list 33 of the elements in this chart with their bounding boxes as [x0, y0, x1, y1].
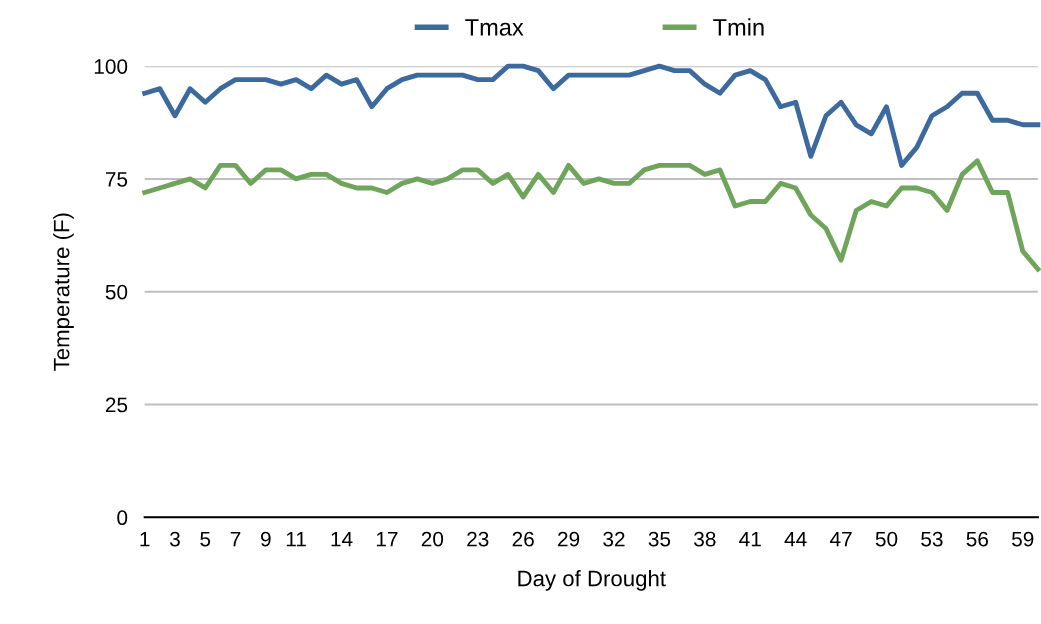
- x-tick-label: 35: [648, 531, 671, 547]
- x-tick-label: 38: [694, 531, 716, 547]
- line-series: [142, 63, 1041, 168]
- x-axis-title: Day of Drought: [518, 570, 666, 591]
- x-tick-label: 50: [875, 531, 898, 547]
- x-tick-label: 47: [829, 531, 852, 547]
- x-tick-label: 26: [512, 531, 534, 547]
- y-tick-label: 0: [117, 510, 128, 526]
- x-tick-label: 59: [1011, 531, 1034, 547]
- x-tick-label: 1: [140, 531, 150, 547]
- x-tick-label: 41: [739, 531, 761, 547]
- y-axis-title: Temperature (F): [53, 213, 74, 371]
- x-tick-label: 17: [376, 531, 398, 547]
- line-series: [142, 158, 1041, 272]
- x-tick-label: 3: [169, 531, 180, 547]
- y-tick-label: 25: [105, 397, 128, 413]
- y-tick-label: 100: [94, 59, 128, 74]
- x-tick-label: 9: [260, 531, 271, 547]
- x-tick-label: 53: [921, 531, 943, 547]
- x-tick-label: 23: [467, 531, 489, 547]
- x-tick-label: 29: [558, 531, 580, 547]
- y-tick-label: 50: [105, 284, 128, 300]
- x-tick-label: 5: [200, 531, 211, 547]
- legend-label: Tmax: [465, 19, 524, 36]
- x-tick-label: 11: [286, 531, 306, 547]
- x-tick-label: 20: [421, 531, 444, 547]
- x-tick-label: 44: [784, 531, 807, 547]
- legend-label: Tmin: [713, 18, 764, 36]
- x-tick-label: 32: [603, 531, 625, 547]
- x-tick-label: 56: [966, 531, 988, 547]
- x-tick-label: 7: [230, 531, 241, 547]
- y-tick-label: 75: [105, 172, 128, 187]
- x-tick-label: 14: [331, 531, 353, 547]
